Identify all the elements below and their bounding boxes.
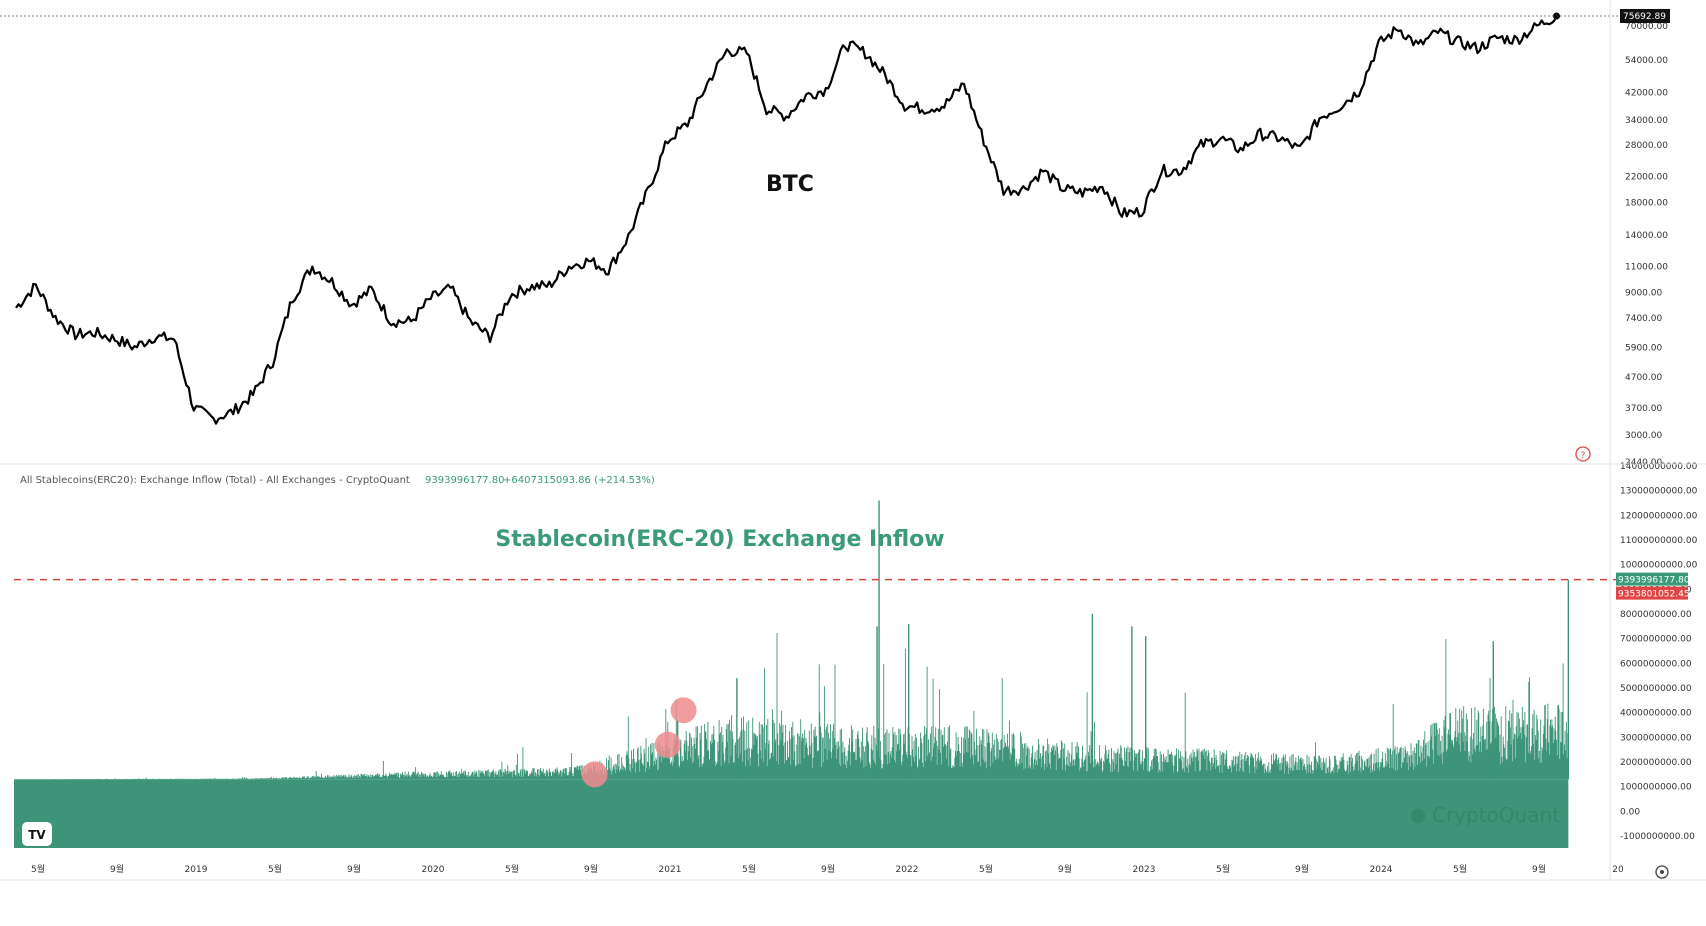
- inflow-daily-bars: [23, 633, 1569, 780]
- inflow-y-tick-label: 7000000000.00: [1620, 635, 1692, 645]
- btc-y-tick-label: 34000.00: [1625, 116, 1668, 126]
- settings-icon[interactable]: [1655, 865, 1669, 879]
- x-tick-label: 9월: [584, 863, 598, 875]
- x-tick-label: 5월: [979, 863, 993, 875]
- x-tick-label: 9월: [1532, 863, 1546, 875]
- btc-y-tick-label: 7400.00: [1625, 314, 1662, 324]
- chart-overlays: BTC Stablecoin(ERC-20) Exchange Inflow A…: [20, 172, 1560, 827]
- cryptoquant-watermark: CryptoQuant: [1432, 803, 1560, 827]
- inflow-y-tick-label: 14000000000.00: [1620, 462, 1698, 472]
- x-tick-label: 5월: [505, 863, 519, 875]
- x-tick-label: 2020: [422, 865, 445, 875]
- stablecoin-inflow-panel: 14000000000.00 13000000000.00 12000000000.…: [14, 462, 1698, 848]
- tradingview-logo-text: TV: [28, 828, 46, 842]
- btc-y-tick-label: 28000.00: [1625, 141, 1668, 151]
- x-tick-label: 2022: [896, 865, 919, 875]
- reference-value-badge: [1616, 586, 1688, 600]
- x-tick-label: 20: [1612, 865, 1624, 875]
- inflow-y-tick-label: 6000000000.00: [1620, 659, 1692, 669]
- btc-last-price-text: 75692.89: [1623, 12, 1666, 22]
- inflow-y-tick-label: 4000000000.00: [1620, 709, 1692, 719]
- tradingview-logo-icon[interactable]: [22, 822, 52, 846]
- btc-y-tick-label: 14000.00: [1625, 231, 1668, 241]
- btc-title: BTC: [766, 172, 814, 197]
- current-value-badge: [1616, 572, 1688, 586]
- inflow-y-tick-label: 5000000000.00: [1620, 684, 1692, 694]
- btc-y-tick-label: 54000.00: [1625, 56, 1668, 66]
- inflow-y-tick-label: -1000000000.00: [1620, 832, 1695, 842]
- inflow-y-tick-label: 13000000000.00: [1620, 487, 1698, 497]
- btc-y-tick-label: 18000.00: [1625, 199, 1668, 209]
- btc-y-tick-label: 5900.00: [1625, 343, 1662, 353]
- x-tick-label: 9월: [1058, 863, 1072, 875]
- inflow-y-tick-label: 8000000000.00: [1620, 610, 1692, 620]
- x-tick-label: 2024: [1370, 865, 1393, 875]
- x-tick-label: 9월: [1295, 863, 1309, 875]
- x-tick-label: 2021: [659, 865, 682, 875]
- x-tick-label: 2019: [185, 865, 208, 875]
- btc-price-panel: 70000.00 54000.00 42000.00 34000.00 28000.00…: [0, 9, 1670, 468]
- btc-y-tick-label: 9000.00: [1625, 289, 1662, 299]
- cryptoquant-logo-icon: [1411, 809, 1425, 823]
- reference-value-badge-text: 9353801052.45: [1618, 590, 1690, 600]
- btc-y-tick-label: 42000.00: [1625, 88, 1668, 98]
- series-legend-label: All Stablecoins(ERC20): Exchange Inflow …: [20, 475, 410, 486]
- current-value-badge-text: 9393996177.80: [1618, 576, 1690, 586]
- series-change-value: +6407315093.86 (+214.53%): [503, 475, 655, 486]
- x-tick-label: 5월: [31, 863, 45, 875]
- settings-icon-center: [1660, 870, 1664, 874]
- series-current-value: 9393996177.80: [425, 475, 505, 486]
- highlight-circle: [581, 761, 608, 788]
- highlight-circle: [654, 731, 681, 758]
- x-tick-label: 5월: [1216, 863, 1230, 875]
- x-tick-label: 5월: [1453, 863, 1467, 875]
- warning-icon[interactable]: [1575, 446, 1591, 462]
- x-tick-label: 9월: [821, 863, 835, 875]
- inflow-y-tick-label: 10000000000.00: [1620, 561, 1698, 571]
- inflow-y-tick-label: 3000000000.00: [1620, 733, 1692, 743]
- x-tick-label: 5월: [268, 863, 282, 875]
- inflow-y-tick-label: 11000000000.00: [1620, 536, 1698, 546]
- inflow-base-band: [14, 779, 1569, 848]
- x-tick-label: 2023: [1133, 865, 1156, 875]
- btc-y-tick-label: 3000.00: [1625, 431, 1662, 441]
- inflow-y-tick-label: 2000000000.00: [1620, 758, 1692, 768]
- stablecoin-title: Stablecoin(ERC-20) Exchange Inflow: [495, 527, 944, 552]
- highlight-circle: [670, 697, 697, 724]
- btc-y-tick-label: 3700.00: [1625, 404, 1662, 414]
- inflow-y-tick-label: 1000000000.00: [1620, 783, 1692, 793]
- btc-y-tick-label: 2440.00: [1625, 458, 1662, 468]
- btc-y-tick-label: 11000.00: [1625, 262, 1668, 272]
- x-tick-label: 9월: [347, 863, 361, 875]
- inflow-y-tick-label: 12000000000.00: [1620, 511, 1698, 521]
- x-tick-label: 5월: [742, 863, 756, 875]
- btc-last-price-badge: [1620, 9, 1670, 23]
- btc-y-tick-label: 4700.00: [1625, 373, 1662, 383]
- btc-y-tick-label: 70000.00: [1625, 22, 1668, 32]
- inflow-y-tick-label: 0.00: [1620, 807, 1640, 817]
- warning-icon-glyph: ?: [1581, 451, 1586, 461]
- x-tick-label: 9월: [110, 863, 124, 875]
- btc-price-line: [15, 15, 1558, 425]
- btc-y-tick-label: 22000.00: [1625, 172, 1668, 182]
